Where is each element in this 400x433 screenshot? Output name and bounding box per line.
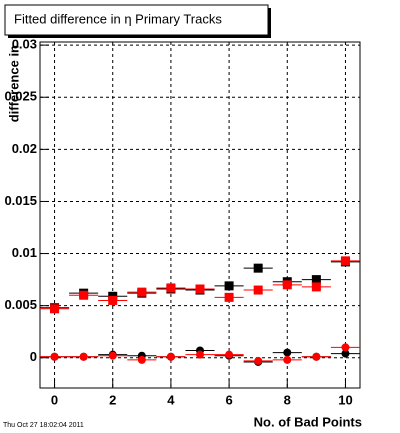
data-point bbox=[79, 352, 88, 361]
data-point bbox=[341, 343, 350, 352]
x-tick-label: 10 bbox=[338, 392, 352, 407]
y-tick-label: 0.02 bbox=[12, 141, 37, 156]
y-tick-label: 0.005 bbox=[4, 297, 37, 312]
data-point bbox=[166, 352, 175, 361]
data-point bbox=[340, 256, 350, 266]
x-axis-label: No. of Bad Points bbox=[254, 414, 362, 429]
y-tick-label: 0.025 bbox=[4, 89, 37, 104]
title-box bbox=[4, 4, 269, 36]
data-point bbox=[283, 348, 292, 357]
data-point bbox=[108, 351, 117, 360]
y-tick-label: 0 bbox=[30, 349, 37, 364]
data-point bbox=[224, 281, 234, 291]
data-point bbox=[196, 350, 204, 359]
data-point bbox=[224, 292, 234, 302]
data-point bbox=[108, 295, 118, 305]
data-point bbox=[50, 304, 60, 314]
x-tick-label: 4 bbox=[167, 392, 175, 407]
x-tick-label: 8 bbox=[284, 392, 291, 407]
y-axis-label: difference in bbox=[6, 45, 21, 122]
data-point bbox=[195, 284, 205, 294]
x-tick-label: 6 bbox=[225, 392, 232, 407]
data-point bbox=[254, 356, 263, 365]
data-point bbox=[341, 349, 350, 358]
footer-timestamp: Thu Oct 27 18:02:04 2011 bbox=[3, 422, 84, 429]
data-point bbox=[282, 280, 292, 290]
y-tick-label: 0.015 bbox=[4, 193, 37, 208]
chart-title: Fitted difference in η Primary Tracks bbox=[14, 11, 222, 26]
data-point bbox=[312, 352, 321, 361]
data-point bbox=[311, 282, 321, 292]
data-point bbox=[166, 283, 176, 293]
data-point bbox=[50, 352, 59, 361]
data-point bbox=[311, 275, 321, 285]
y-tick-label: 0.03 bbox=[12, 37, 37, 52]
y-tick-label: 0.01 bbox=[12, 245, 37, 260]
x-tick-label: 2 bbox=[109, 392, 116, 407]
data-point bbox=[79, 290, 89, 300]
data-point bbox=[137, 287, 147, 297]
data-point bbox=[225, 350, 234, 359]
x-tick-label: 0 bbox=[51, 392, 58, 407]
data-point bbox=[137, 355, 146, 364]
data-point bbox=[253, 285, 263, 295]
data-point bbox=[283, 355, 292, 364]
data-point bbox=[253, 263, 263, 273]
plot-frame bbox=[39, 41, 361, 389]
